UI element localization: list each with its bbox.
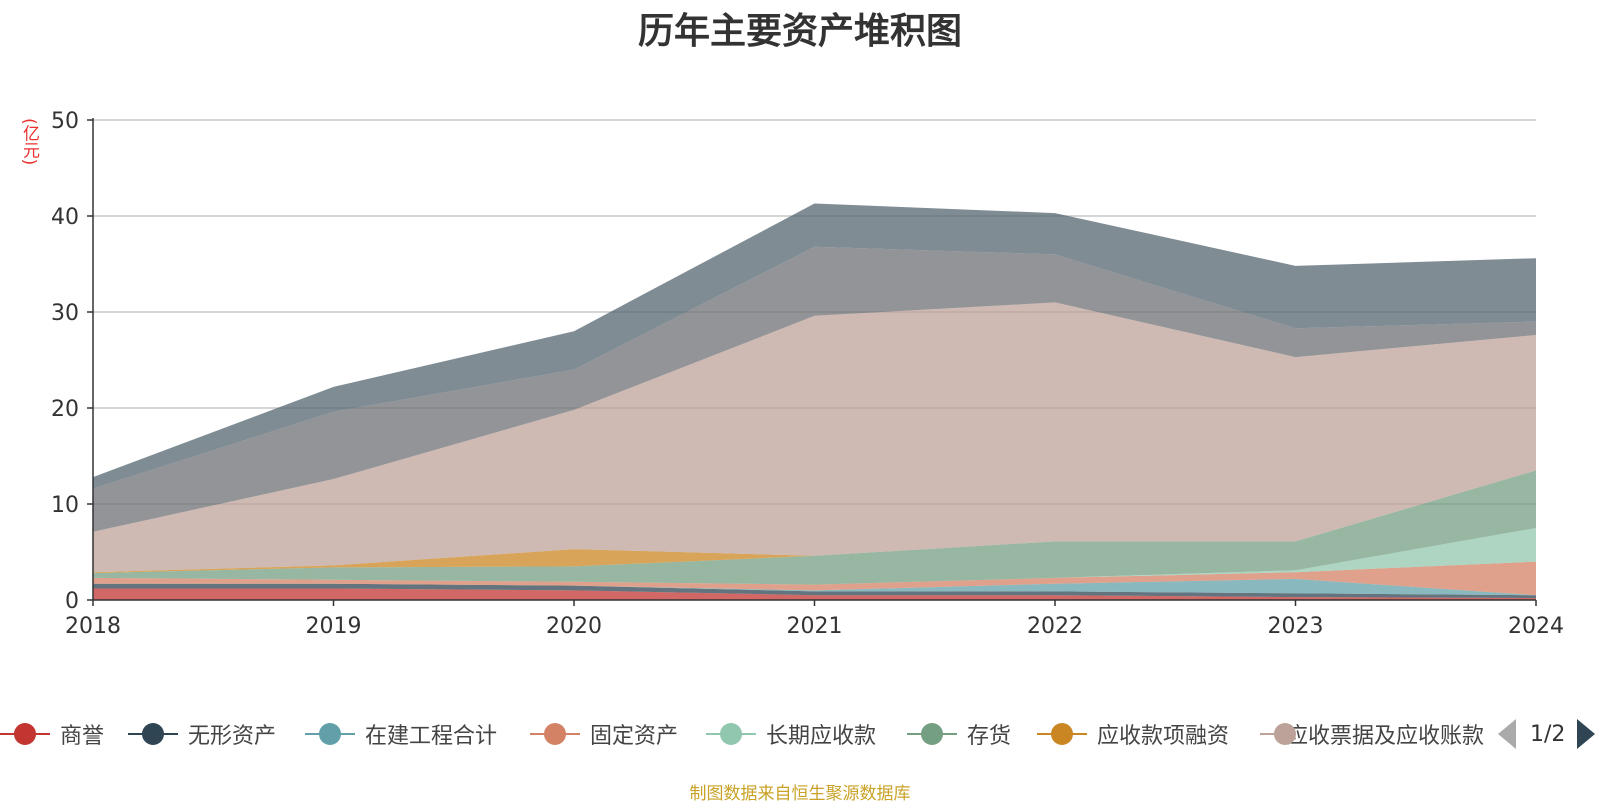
legend-item[interactable]: 应收款项融资 [1037,716,1229,752]
x-tick-label: 2020 [546,614,602,639]
y-tick-label: 10 [51,493,79,518]
y-tick-label: 20 [51,397,79,422]
legend-marker-icon [1260,720,1296,748]
area-series-1 [93,583,1536,599]
legend-label: 固定资产 [590,724,679,749]
x-tick-label: 2018 [65,614,121,639]
area-series-8 [93,246,1536,532]
prev-page-icon[interactable] [1498,719,1516,749]
y-tick-label: 0 [65,589,79,614]
legend-label: 存货 [967,724,1012,749]
legend-label: 应收款项融资 [1097,724,1230,749]
legend-pager: 1/2 [1498,714,1596,754]
area-series-7 [93,302,1536,573]
area-series-5 [93,470,1536,585]
area-series-3 [93,561,1536,596]
area-series-2 [93,578,1536,596]
legend-label: 长期应收款 [766,724,877,749]
legend-label: 无形资产 [188,724,277,749]
y-axis-unit: (亿元) [19,118,39,166]
legend-marker-icon [0,720,50,748]
chart-title: 历年主要资产堆积图 [637,11,962,52]
legend-marker-icon [305,720,355,748]
legend-marker-icon [1037,720,1087,748]
legend-item[interactable]: 应收票据及应收账款 [1260,716,1484,752]
next-page-icon[interactable] [1577,719,1596,749]
legend-marker-icon [128,720,178,748]
legend-marker-icon [907,720,957,748]
legend-marker-icon [706,720,756,748]
x-tick-label: 2024 [1508,614,1564,639]
page-indicator: 1/2 [1530,721,1566,747]
y-tick-label: 50 [51,109,79,134]
y-tick-label: 40 [51,205,79,230]
area-series-9 [93,203,1536,489]
legend-item[interactable]: 存货 [907,716,1011,752]
legend-label: 商誉 [60,724,105,749]
legend-label: 应收票据及应收账款 [1285,724,1484,749]
legend-item[interactable]: 商誉 [0,716,104,752]
legend-marker-icon [530,720,580,748]
legend-item[interactable]: 无形资产 [128,716,276,752]
source-note: 制图数据来自恒生聚源数据库 [689,784,911,804]
legend-item[interactable]: 固定资产 [530,716,678,752]
x-tick-label: 2019 [306,614,362,639]
x-tick-label: 2023 [1268,614,1324,639]
y-tick-label: 30 [51,301,79,326]
area-series-0 [93,588,1536,600]
legend: 商誉 无形资产 在建工程合计 固定资产 长期应收款 存货 应收款项融资 应收票据及应收账款 [0,716,1600,752]
x-tick-label: 2022 [1027,614,1083,639]
x-tick-label: 2021 [787,614,843,639]
legend-item[interactable]: 在建工程合计 [305,716,497,752]
legend-item[interactable]: 长期应收款 [706,716,876,752]
legend-label: 在建工程合计 [365,724,498,749]
